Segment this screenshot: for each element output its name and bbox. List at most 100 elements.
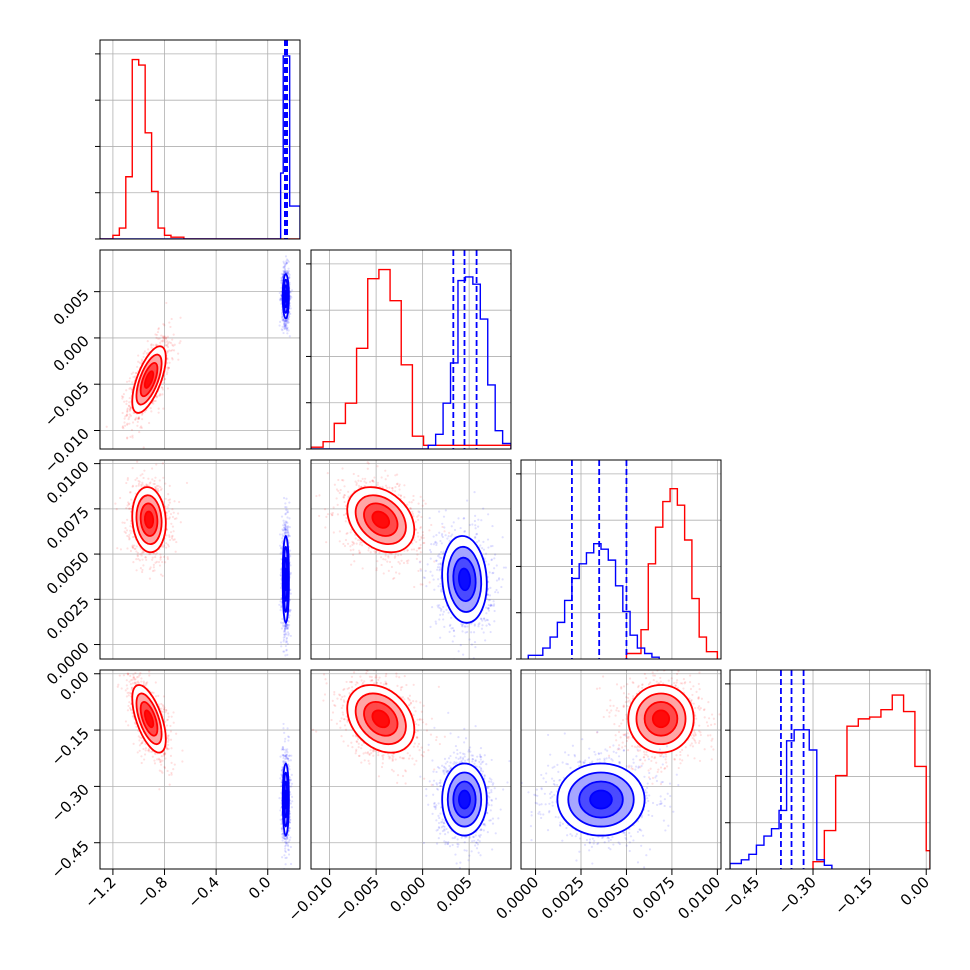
sample-point	[417, 502, 420, 505]
sample-point	[278, 291, 281, 295]
sample-point	[394, 571, 398, 574]
sample-point	[428, 581, 431, 584]
sample-point	[175, 540, 178, 544]
sample-point	[280, 515, 284, 518]
sample-point	[121, 397, 124, 400]
sample-point	[419, 543, 422, 547]
sample-point	[166, 345, 170, 349]
sample-point	[343, 494, 346, 497]
sample-point	[417, 535, 420, 538]
sample-point	[128, 409, 131, 412]
sample-point	[284, 624, 287, 628]
sample-point	[282, 260, 285, 263]
sample-point	[485, 552, 488, 555]
sample-point	[130, 428, 134, 432]
sample-point	[436, 554, 440, 558]
sample-point	[137, 482, 141, 485]
sample-point	[284, 512, 287, 515]
sample-point	[283, 324, 286, 328]
sample-point	[172, 349, 176, 352]
sample-point	[421, 531, 425, 534]
sample-point	[159, 488, 163, 492]
sample-point	[338, 530, 341, 533]
sample-point	[147, 477, 150, 480]
sample-point	[145, 558, 148, 561]
sample-point	[432, 543, 435, 546]
sample-point	[160, 334, 163, 337]
sample-point	[394, 486, 397, 489]
histogram-panel	[100, 40, 300, 239]
sample-point	[131, 545, 134, 548]
sample-point	[399, 494, 403, 498]
sample-point	[441, 532, 444, 536]
sample-point	[151, 569, 155, 573]
sample-point	[161, 388, 165, 391]
sample-point	[135, 545, 138, 548]
sample-point	[286, 511, 290, 514]
sample-point	[116, 547, 119, 550]
sample-point	[409, 507, 412, 510]
sample-point	[169, 349, 173, 352]
sample-point	[145, 352, 148, 355]
sample-point	[281, 533, 284, 536]
sample-point	[138, 361, 141, 364]
sample-point	[286, 530, 289, 533]
sample-point	[278, 320, 282, 323]
sample-point	[371, 479, 374, 483]
sample-point	[143, 410, 146, 414]
sample-point	[285, 627, 288, 630]
sample-point	[167, 545, 170, 548]
sample-point	[285, 639, 288, 642]
panel-frame	[729, 669, 931, 870]
sample-point	[126, 476, 129, 480]
sample-point	[375, 567, 378, 570]
sample-point	[284, 513, 287, 516]
panel-frame	[99, 459, 301, 660]
sample-point	[141, 418, 144, 421]
sample-point	[284, 644, 287, 648]
sample-point	[284, 319, 288, 322]
sample-point	[132, 561, 135, 564]
sample-point	[347, 490, 350, 493]
sample-point	[283, 322, 286, 325]
sample-point	[495, 588, 498, 592]
sample-point	[442, 618, 445, 621]
sample-point	[443, 530, 446, 533]
sample-point	[448, 539, 451, 543]
sample-point	[331, 513, 334, 516]
sample-point	[286, 531, 289, 534]
sample-point	[286, 259, 290, 262]
sample-point	[171, 525, 175, 528]
sample-point	[384, 558, 387, 561]
sample-point	[418, 547, 421, 550]
sample-point	[286, 270, 289, 273]
sample-point	[318, 494, 321, 497]
sample-point	[355, 482, 358, 485]
sample-point	[137, 416, 141, 419]
sample-point	[372, 480, 375, 483]
sample-point	[282, 621, 285, 624]
sample-point	[376, 483, 379, 486]
sample-point	[135, 416, 138, 419]
sample-point	[420, 515, 423, 519]
sample-point	[325, 515, 328, 519]
sample-point	[381, 485, 384, 488]
sample-point	[168, 538, 172, 542]
panel-frame	[310, 249, 512, 450]
sample-point	[371, 479, 374, 482]
sample-point	[411, 512, 415, 515]
sample-point	[289, 307, 292, 310]
sample-point	[125, 481, 128, 485]
sample-point	[287, 620, 290, 623]
sample-point	[161, 560, 164, 564]
sample-point	[393, 490, 397, 493]
sample-point	[420, 535, 423, 538]
sample-point	[168, 516, 171, 519]
density-contour	[284, 289, 288, 303]
sample-point	[166, 342, 170, 345]
sample-point	[128, 507, 131, 510]
sample-point	[172, 333, 175, 336]
sample-point	[155, 552, 159, 555]
sample-point	[131, 467, 134, 470]
sample-point	[131, 485, 134, 488]
